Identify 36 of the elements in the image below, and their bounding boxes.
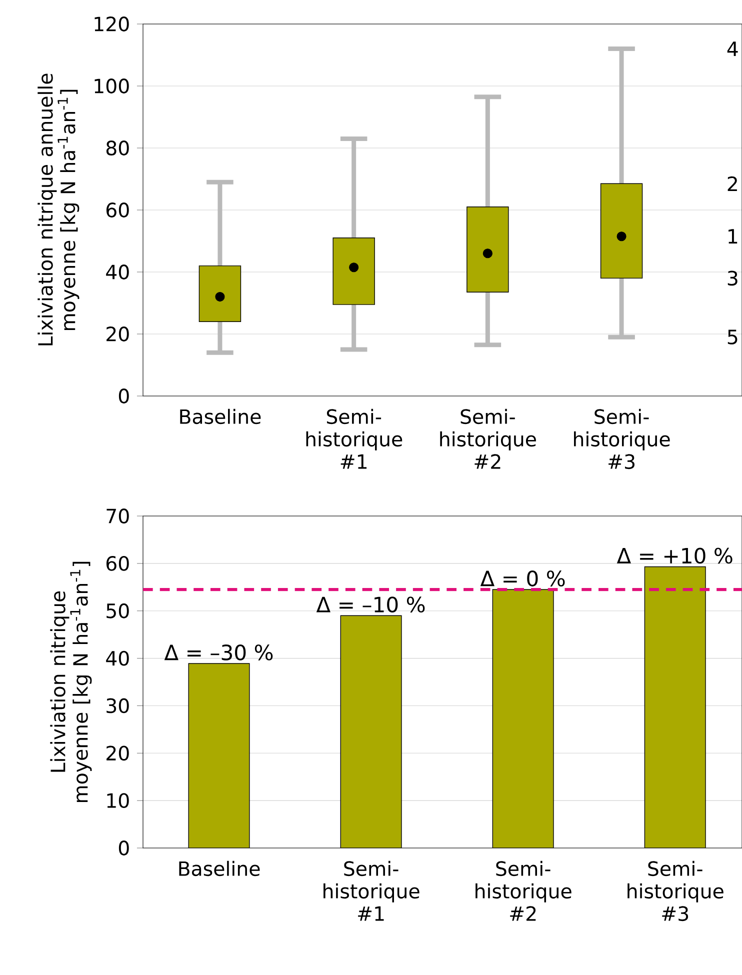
annotation: 1	[728, 229, 738, 244]
y-tick-label: 100	[94, 78, 129, 94]
y-tick-label: 120	[94, 16, 129, 32]
x-tick-label: Baseline	[179, 860, 260, 876]
y-tick-label: 40	[106, 264, 129, 280]
bar	[644, 566, 706, 848]
x-tick-label: Baseline	[180, 408, 261, 424]
y-tick-label: 70	[106, 508, 129, 524]
y-tick-label: 10	[107, 793, 129, 808]
y-tick-label: 60	[106, 556, 129, 571]
y-tick-label: 30	[106, 698, 129, 714]
x-tick-label: Semi-historique #2	[476, 860, 572, 921]
bar	[492, 589, 554, 848]
y-tick-label: 80	[106, 140, 129, 156]
annotation: 4	[727, 42, 738, 56]
annotation: Δ = –30 %	[164, 644, 273, 660]
x-tick-label: Semi-historique #3	[574, 408, 670, 470]
y-tick-label: 0	[118, 388, 129, 404]
y-tick-label: 40	[106, 650, 129, 666]
y-tick-label: 50	[106, 603, 129, 618]
x-tick-label: Semi-historique #1	[306, 408, 402, 469]
bar	[340, 615, 402, 848]
annotation: 5	[728, 330, 738, 344]
x-tick-label: Semi-historique #2	[440, 408, 536, 469]
x-tick-label: Semi-historique #1	[324, 860, 420, 921]
y-tick-label: 20	[106, 746, 129, 761]
annotation: 2	[728, 176, 737, 191]
annotation: Δ = 0 %	[480, 570, 565, 586]
x-tick-label: Semi-historique #3	[628, 860, 724, 922]
y-tick-label: 20	[106, 326, 129, 342]
y-tick-label: 0	[118, 840, 129, 856]
annotation: Δ = +10 %	[616, 548, 732, 564]
annotation: Δ = –10 %	[316, 596, 425, 613]
bar	[188, 663, 250, 848]
annotation: 3	[728, 270, 738, 286]
y-tick-label: 60	[106, 202, 129, 218]
